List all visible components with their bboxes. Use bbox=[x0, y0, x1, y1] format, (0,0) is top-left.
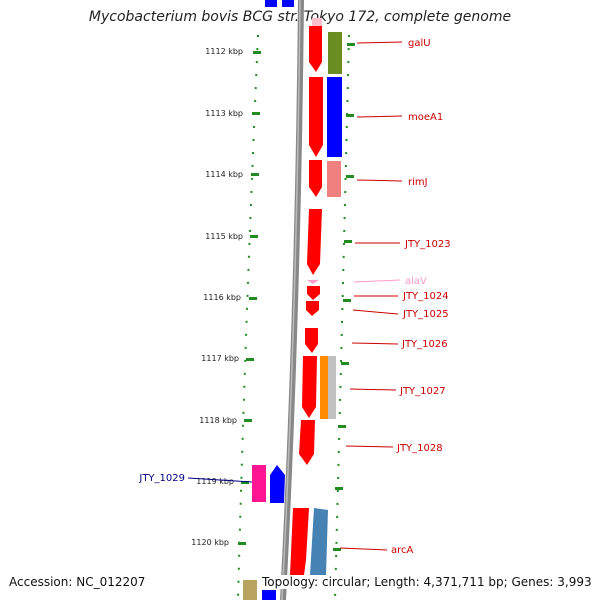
left-dotted-track bbox=[237, 34, 259, 600]
tick-1114: 1114 kbp bbox=[205, 170, 259, 179]
tick-1113: 1113 kbp bbox=[205, 109, 260, 118]
tick-1117: 1117 kbp bbox=[201, 354, 254, 363]
right-ticks bbox=[333, 43, 355, 551]
tick-1115: 1115 kbp bbox=[205, 232, 258, 241]
tick-label: 1119 kbp bbox=[196, 477, 234, 486]
gene-JTY_1026[interactable] bbox=[305, 328, 318, 353]
gene-label-alaV[interactable]: alaV bbox=[405, 276, 427, 287]
accession-label: Accession: NC_012207 bbox=[9, 575, 146, 589]
tick-label: 1115 kbp bbox=[205, 232, 243, 241]
tick-label: 1117 kbp bbox=[201, 354, 239, 363]
tick-label: 1118 kbp bbox=[199, 416, 237, 425]
gene-label-JTY_1025[interactable]: JTY_1025 bbox=[402, 309, 449, 320]
tick-1120: 1120 kbp bbox=[191, 538, 246, 547]
tick-1112: 1112 kbp bbox=[205, 47, 261, 56]
tick-label: 1120 kbp bbox=[191, 538, 229, 547]
gene-label-JTY_1023[interactable]: JTY_1023 bbox=[404, 239, 451, 250]
gene-label-moeA1[interactable]: moeA1 bbox=[408, 112, 443, 123]
gene-label-JTY_1029[interactable]: JTY_1029 bbox=[138, 473, 185, 484]
label-line-JTY_1029 bbox=[187, 477, 253, 483]
gene-top-blue[interactable] bbox=[265, 0, 294, 7]
gene-galU[interactable] bbox=[309, 18, 342, 74]
label-lines bbox=[339, 41, 403, 551]
genome-summary: Topology: circular; Length: 4,371,711 bp… bbox=[262, 575, 596, 589]
gene-JTY_1023[interactable] bbox=[307, 209, 322, 275]
tick-1119: 1119 kbp bbox=[196, 477, 249, 486]
tick-label: 1114 kbp bbox=[205, 170, 243, 179]
gene-rimJ[interactable] bbox=[309, 160, 341, 197]
gene-label-JTY_1027[interactable]: JTY_1027 bbox=[399, 386, 446, 397]
gene-arcA[interactable] bbox=[290, 508, 328, 575]
tick-label: 1116 kbp bbox=[203, 293, 241, 302]
gene-JTY_1028[interactable] bbox=[299, 420, 315, 465]
gene-JTY_1029[interactable] bbox=[252, 465, 285, 503]
gene-JTY_1027[interactable] bbox=[302, 356, 336, 419]
gene-label-arcA[interactable]: arcA bbox=[391, 545, 414, 556]
tick-label: 1112 kbp bbox=[205, 47, 243, 56]
gene-alaV[interactable] bbox=[307, 280, 319, 284]
gene-label-JTY_1028[interactable]: JTY_1028 bbox=[396, 443, 443, 454]
tick-label: 1113 kbp bbox=[205, 109, 243, 118]
gene-JTY_1025[interactable] bbox=[306, 301, 319, 316]
genome-backbone bbox=[280, 0, 304, 600]
gene-label-rimJ[interactable]: rimJ bbox=[408, 177, 428, 188]
gene-label-JTY_1026[interactable]: JTY_1026 bbox=[401, 339, 448, 350]
tick-1116: 1116 kbp bbox=[203, 293, 257, 302]
gene-label-JTY_1024[interactable]: JTY_1024 bbox=[402, 291, 449, 302]
gene-label-galU[interactable]: galU bbox=[408, 38, 431, 49]
tick-1118: 1118 kbp bbox=[199, 416, 252, 425]
gene-JTY_1024[interactable] bbox=[307, 286, 320, 300]
gene-moeA1[interactable] bbox=[309, 77, 342, 157]
gene-bottom[interactable] bbox=[243, 580, 276, 600]
